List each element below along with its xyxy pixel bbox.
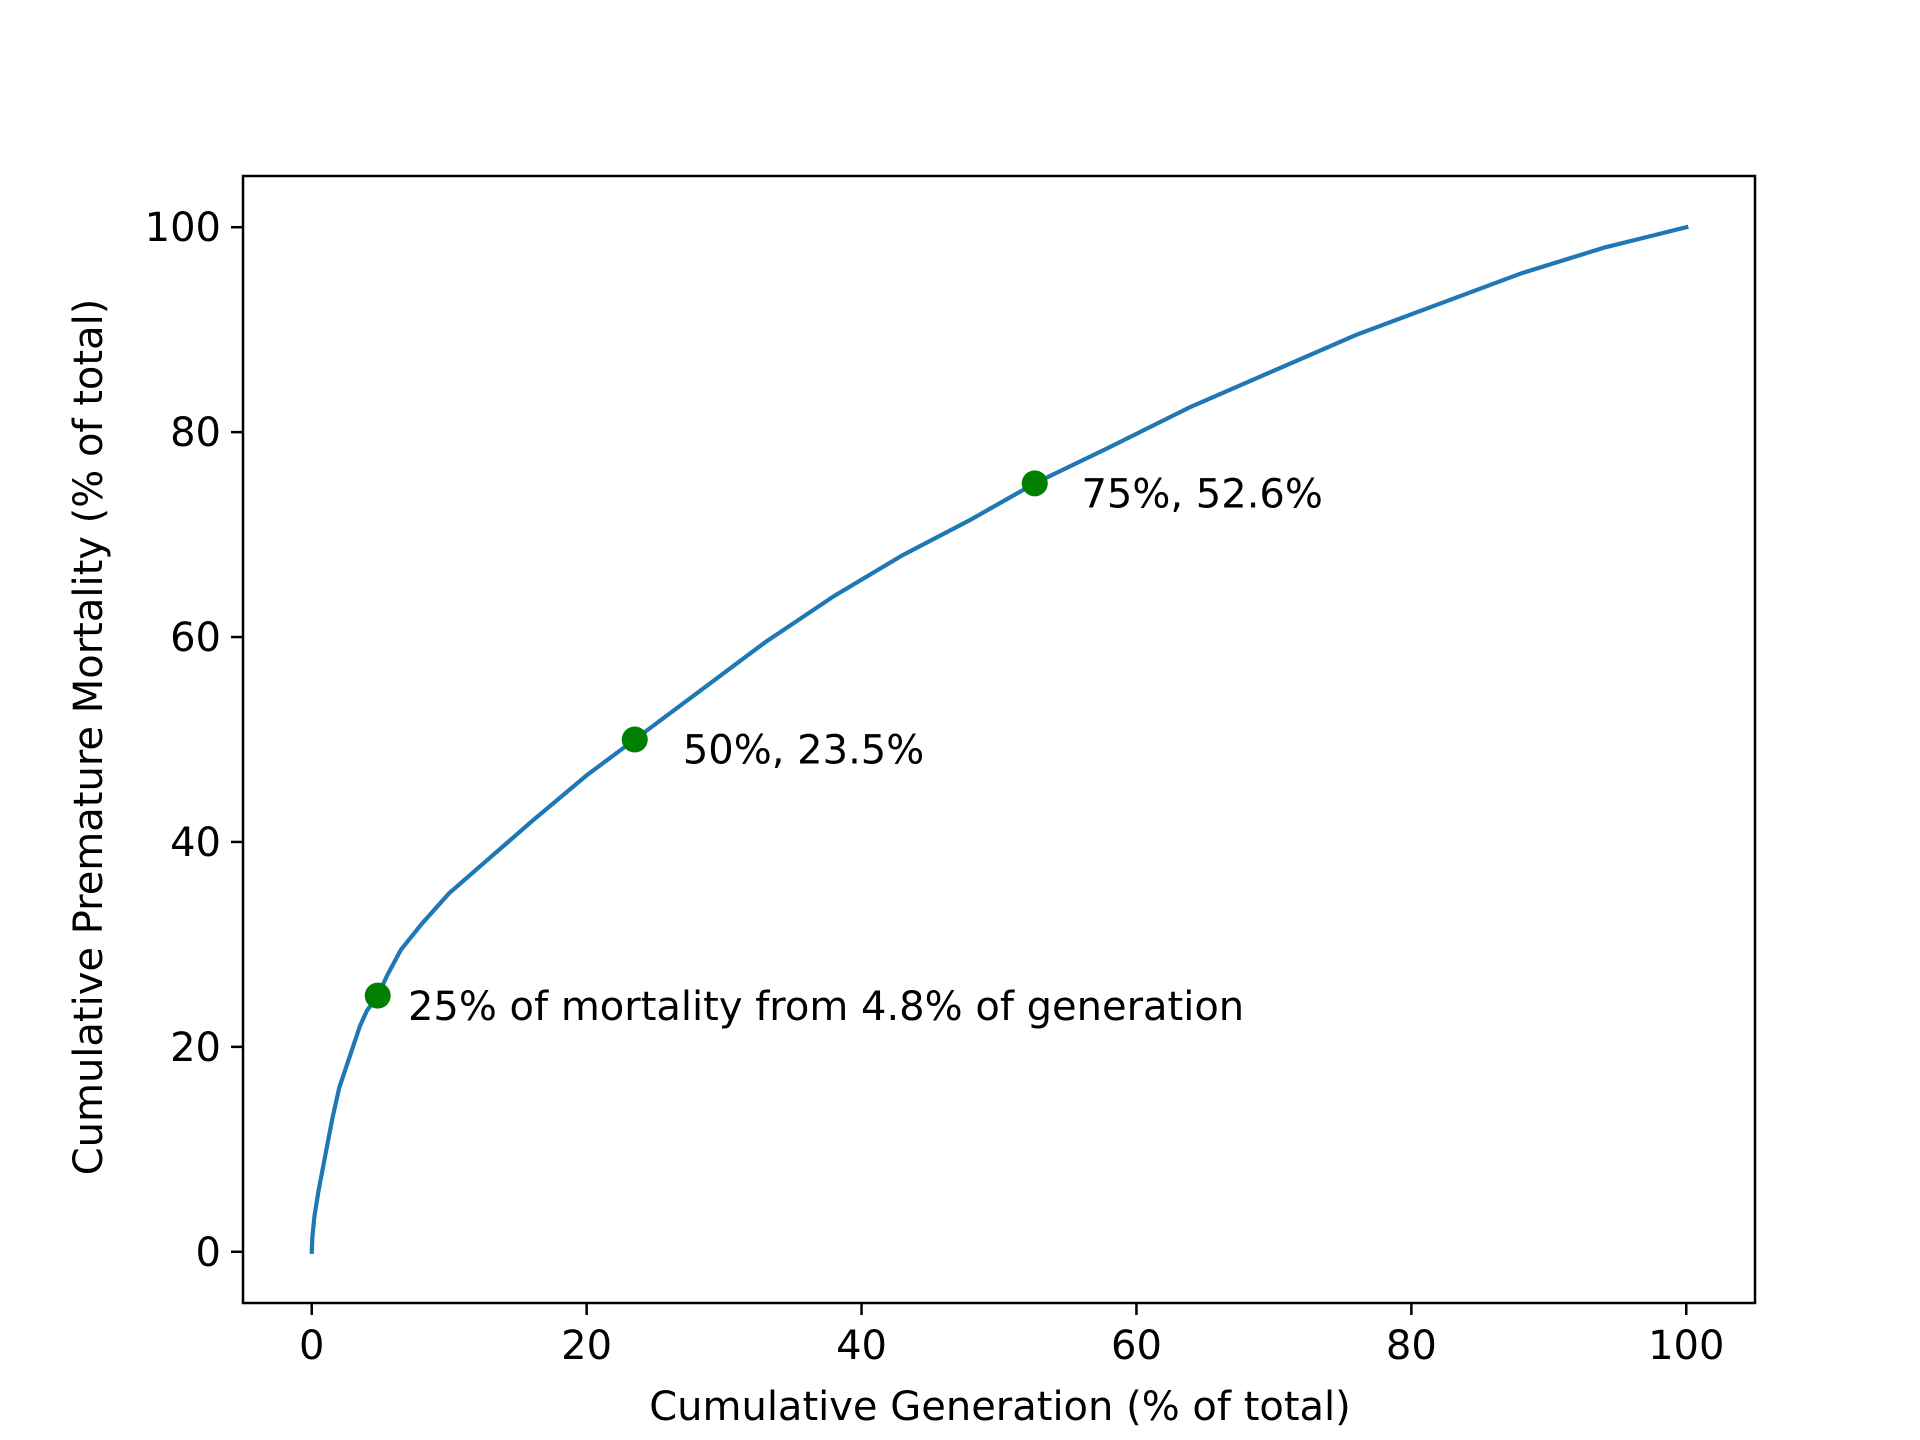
y-tick-label-0: 0 [196,1230,221,1276]
x-tick-label-1: 20 [561,1323,612,1369]
highlight-point-2 [1021,470,1048,497]
y-tick-label-2: 40 [170,820,221,866]
x-tick-label-5: 100 [1648,1323,1724,1369]
axes: 0 20 40 60 80 100 0 20 40 60 80 100 [145,174,1757,1369]
y-axis-title: Cumulative Premature Mortality (% of tot… [66,299,112,1176]
y-tick-label-5: 100 [145,205,221,251]
annotation-1: 50%, 23.5% [683,728,924,774]
plot-area: 25% of mortality from 4.8% of generation… [309,224,1689,1254]
x-tick-label-2: 40 [836,1323,887,1369]
x-tick-label-3: 60 [1111,1323,1162,1369]
y-tick-label-3: 60 [170,615,221,661]
annotation-2: 75%, 52.6% [1081,472,1322,518]
annotation-0: 25% of mortality from 4.8% of generation [408,984,1244,1030]
x-tick-label-0: 0 [299,1323,324,1369]
x-tick-label-4: 80 [1386,1323,1437,1369]
series-line-0 [309,224,1689,1254]
highlight-point-0 [364,982,391,1009]
plot-frame [241,174,1757,1305]
highlight-point-1 [621,726,648,753]
y-tick-label-4: 80 [170,410,221,456]
y-tick-label-1: 20 [170,1025,221,1071]
x-axis-title: Cumulative Generation (% of total) [649,1384,1351,1430]
